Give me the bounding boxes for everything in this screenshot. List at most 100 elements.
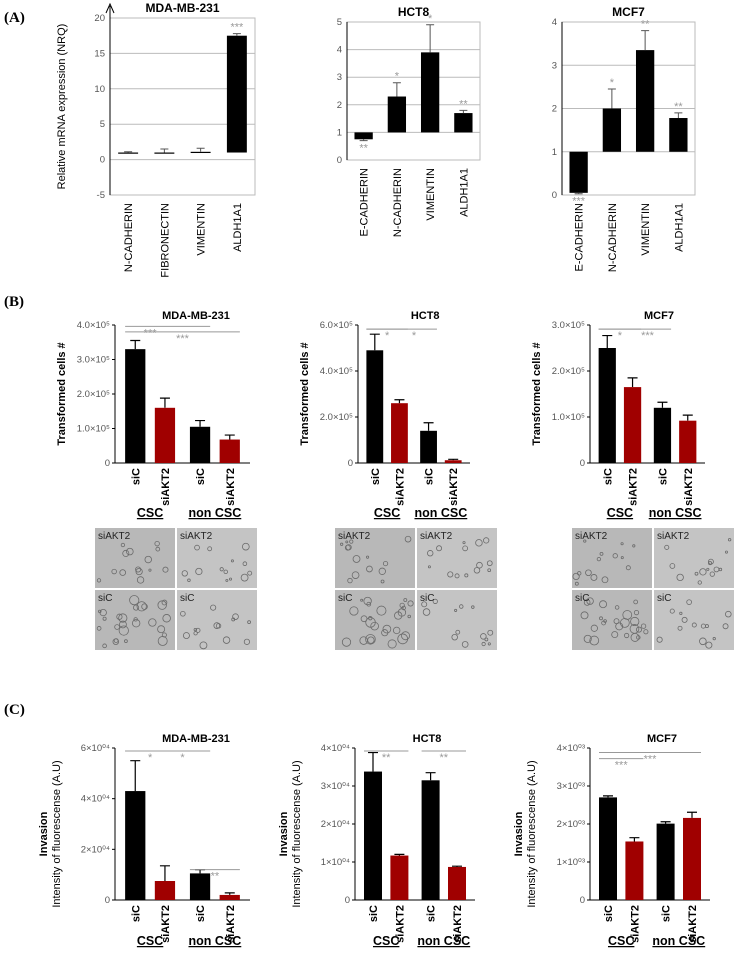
y-tick-label: 4×10⁰⁴: [321, 743, 350, 754]
cell: [632, 544, 636, 548]
significance: **: [641, 19, 650, 31]
y-tick-label: 2×10⁰³: [557, 819, 585, 830]
cell: [126, 547, 134, 556]
cell: [583, 599, 591, 606]
bar: [683, 817, 701, 900]
y-tick-label: 0: [580, 458, 585, 469]
micrograph-label: siC: [657, 593, 671, 604]
y-tick-label: 1: [337, 127, 342, 138]
x-tick-label: VIMENTIN: [425, 168, 437, 221]
error-bar: [224, 434, 235, 440]
cell: [656, 636, 663, 643]
cell: [585, 569, 592, 577]
group-label: CSC: [607, 506, 633, 520]
y-tick-label: 4.0×10⁵: [77, 320, 110, 331]
error-bar: [232, 33, 241, 36]
y-axis-label: Transformed cells #: [299, 342, 311, 445]
cell: [713, 566, 720, 573]
significance: **: [459, 98, 468, 110]
cell: [120, 542, 126, 548]
cell: [229, 577, 233, 581]
error-bar: [603, 795, 613, 798]
cell: [615, 622, 624, 631]
micrograph-label: siAKT2: [657, 531, 690, 542]
y-axis-label: Relative mRNA expression (NRQ): [56, 24, 68, 190]
significance: ***: [572, 196, 586, 208]
bar: [625, 841, 644, 900]
x-tick-label: N-CADHERIN: [123, 203, 135, 272]
chart-title: MDA-MB-231: [162, 733, 230, 745]
cell: [148, 618, 157, 627]
cell: [694, 571, 699, 576]
cell: [725, 550, 728, 554]
y-tick-label: 0: [337, 155, 342, 166]
micrograph: [417, 590, 497, 650]
cell: [697, 580, 702, 585]
cell: [113, 638, 119, 643]
cell: [144, 555, 152, 564]
cell: [454, 573, 460, 579]
significance: ***: [615, 760, 629, 772]
significance: *: [610, 77, 615, 89]
cell: [620, 556, 624, 560]
bar: [125, 349, 146, 463]
error-bar: [687, 811, 697, 818]
y-tick-label: 2.0×10⁵: [77, 389, 110, 400]
cell: [455, 629, 461, 635]
x-tick-label: siC: [368, 905, 380, 922]
cell: [480, 633, 487, 640]
chart-title: MDA-MB-231: [145, 1, 219, 15]
cell: [247, 620, 251, 625]
cell: [215, 623, 222, 629]
cell: [483, 537, 490, 544]
cell: [240, 573, 249, 582]
cell: [473, 567, 481, 574]
group-label: non CSC: [417, 934, 470, 948]
cell: [487, 629, 494, 636]
micrograph: [572, 528, 652, 588]
error-bar: [629, 837, 640, 842]
cell: [376, 605, 387, 616]
cell: [195, 567, 203, 576]
cell: [187, 578, 191, 583]
bar: [656, 823, 675, 900]
cell: [351, 571, 360, 579]
significance: *: [412, 330, 417, 342]
micrograph-label: siC: [575, 593, 589, 604]
cell: [241, 542, 250, 551]
error-bar: [682, 414, 693, 421]
error-bar: [423, 422, 434, 431]
cell: [242, 561, 248, 566]
cell: [622, 610, 633, 620]
cell: [577, 571, 582, 576]
cell: [686, 599, 692, 605]
cell: [380, 579, 385, 584]
significance: ***: [644, 754, 658, 766]
error-bar: [224, 892, 235, 895]
x-tick-label: siAKT2: [160, 468, 172, 506]
cell: [669, 608, 675, 614]
x-tick-label: siAKT2: [628, 468, 640, 506]
bar: [226, 35, 247, 153]
cell: [624, 632, 630, 639]
y-tick-label: 0: [348, 458, 353, 469]
error-bar: [627, 377, 638, 388]
y-axis-label: Intensity of fluorescense (A.U): [526, 760, 538, 907]
error-bar: [602, 334, 613, 348]
bar: [154, 407, 176, 463]
cell: [194, 544, 200, 551]
cell: [451, 633, 458, 641]
group-label: CSC: [373, 934, 399, 948]
bar: [154, 881, 176, 900]
cell: [633, 599, 639, 605]
error-bar: [159, 397, 170, 408]
y-tick-label: 0: [345, 895, 350, 906]
x-tick-label: siAKT2: [452, 905, 464, 943]
cell: [135, 566, 142, 573]
error-bar: [674, 112, 683, 119]
cell: [182, 632, 190, 640]
cell: [129, 595, 140, 606]
cell: [427, 565, 431, 569]
error-bar: [160, 148, 169, 153]
cell: [157, 625, 166, 634]
